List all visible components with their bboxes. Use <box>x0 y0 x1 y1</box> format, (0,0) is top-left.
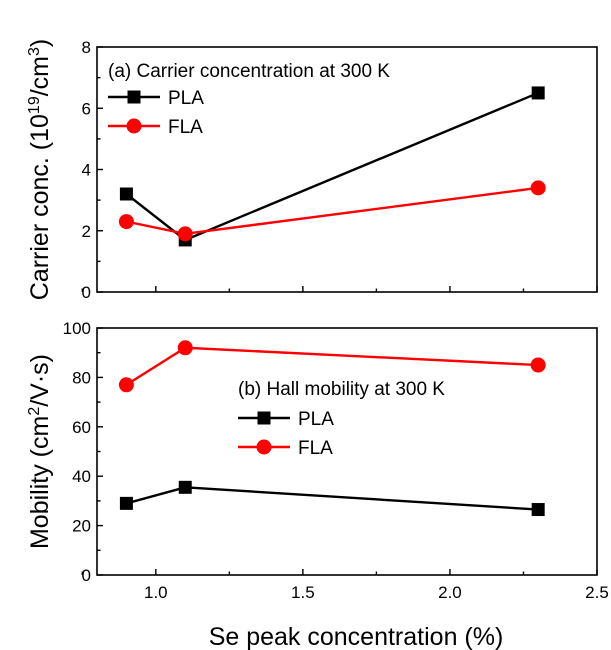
annotation-a: (a) Carrier concentration at 300 K <box>108 61 390 82</box>
legend-label-a-fla: FLA <box>168 117 203 138</box>
legend-marker-b-pla <box>257 411 271 425</box>
x-tick-label-b-3: 2.5 <box>585 583 609 602</box>
legend-label-b-pla: PLA <box>298 409 334 430</box>
y-tick-label-b-1: 20 <box>72 517 91 536</box>
x-tick-label-b-0: 1.0 <box>144 583 168 602</box>
point-b-fla-0 <box>118 377 134 393</box>
y-tick-label-a-3: 6 <box>82 99 91 118</box>
panel-b: 0 20 40 60 80 100 1.0 1.5 2.0 2.5 Mobility (cm2/V·… <box>26 319 609 602</box>
y-tick-label-a-1: 2 <box>82 222 91 241</box>
point-a-pla-2 <box>531 86 545 100</box>
y-tick-label-b-0: 0 <box>82 566 91 585</box>
panel-a: 0 2 4 6 8 Carrier conc. (1019/cm3) (a) Carrier… <box>26 38 598 302</box>
plot-frame-a <box>96 46 598 293</box>
point-a-fla-0 <box>118 214 134 230</box>
y-tick-label-b-4: 80 <box>72 368 91 387</box>
legend-label-b-fla: FLA <box>298 438 333 459</box>
y-tick-label-b-2: 40 <box>72 467 91 486</box>
x-axis-title: Se peak concentration (%) <box>209 623 504 650</box>
point-b-pla-0 <box>119 496 133 510</box>
point-a-fla-1 <box>177 226 193 242</box>
x-tick-label-b-2: 2.0 <box>438 583 462 602</box>
legend-marker-a-pla <box>127 90 141 104</box>
y-axis-title-b: Mobility (cm2/V·s) <box>26 354 54 549</box>
y-tick-label-a-0: 0 <box>82 283 91 302</box>
y-tick-label-a-2: 4 <box>82 161 91 180</box>
point-b-pla-1 <box>178 480 192 494</box>
x-tick-label-b-1: 1.5 <box>291 583 315 602</box>
legend-marker-a-fla <box>126 118 142 134</box>
point-b-fla-1 <box>177 340 193 356</box>
y-axis-title-a: Carrier conc. (1019/cm3) <box>26 39 54 300</box>
y-tick-label-b-5: 100 <box>63 319 91 338</box>
point-a-fla-2 <box>530 180 546 196</box>
y-tick-label-a-4: 8 <box>82 38 91 57</box>
y-tick-label-b-3: 60 <box>72 418 91 437</box>
point-a-pla-0 <box>119 187 133 201</box>
point-b-pla-2 <box>531 503 545 517</box>
annotation-b: (b) Hall mobility at 300 K <box>238 379 445 400</box>
legend-marker-b-fla <box>256 439 272 455</box>
point-b-fla-2 <box>530 357 546 373</box>
series-line-a-pla <box>125 91 539 242</box>
legend-label-a-pla: PLA <box>168 88 204 109</box>
